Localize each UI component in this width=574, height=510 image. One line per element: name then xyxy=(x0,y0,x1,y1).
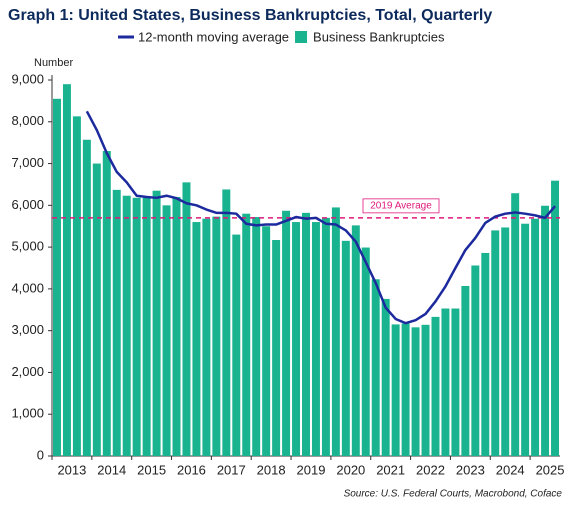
x-tick-label: 2020 xyxy=(336,462,365,477)
bar xyxy=(162,205,171,456)
x-tick-label: 2021 xyxy=(376,462,405,477)
bar xyxy=(142,197,151,456)
bar xyxy=(252,217,261,456)
bar xyxy=(202,218,211,456)
y-tick-label: 1,000 xyxy=(11,406,44,421)
x-tick-label: 2013 xyxy=(57,462,86,477)
bar xyxy=(232,234,241,456)
bar xyxy=(62,84,71,456)
x-tick-label: 2015 xyxy=(137,462,166,477)
bar xyxy=(391,324,400,456)
reference-label: 2019 Average xyxy=(370,201,432,212)
bar xyxy=(511,193,520,456)
bar xyxy=(292,222,301,456)
bar xyxy=(341,240,350,456)
y-tick-label: 3,000 xyxy=(11,322,44,337)
bar xyxy=(272,240,281,456)
bar xyxy=(521,223,530,456)
x-tick-label: 2022 xyxy=(416,462,445,477)
x-tick-label: 2019 xyxy=(297,462,326,477)
y-tick-label: 4,000 xyxy=(11,280,44,295)
legend-swatch xyxy=(295,31,308,43)
x-tick-label: 2016 xyxy=(177,462,206,477)
bar xyxy=(501,227,510,456)
source: Source: U.S. Federal Courts, Macrobond, … xyxy=(344,489,563,500)
bar xyxy=(381,298,390,456)
bar xyxy=(102,151,111,456)
y-tick-label: 2,000 xyxy=(11,364,44,379)
bar xyxy=(411,327,420,456)
y-axis-label: Number xyxy=(34,57,73,69)
bar xyxy=(461,285,470,456)
reference-label-box xyxy=(362,198,440,214)
bar xyxy=(431,316,440,456)
bar xyxy=(172,196,181,456)
bar xyxy=(82,139,91,456)
bar xyxy=(541,205,550,456)
bar xyxy=(531,218,540,456)
bar xyxy=(401,323,410,456)
bar xyxy=(72,116,81,456)
y-tick-label: 9,000 xyxy=(11,71,44,86)
x-tick-label: 2023 xyxy=(456,462,485,477)
y-tick-label: 7,000 xyxy=(11,155,44,170)
bar xyxy=(132,197,141,456)
bar xyxy=(122,195,131,457)
bar xyxy=(182,182,191,456)
x-tick-label: 2024 xyxy=(496,462,525,477)
bar xyxy=(361,247,370,456)
bar xyxy=(311,222,320,456)
bar xyxy=(321,217,330,456)
x-tick-label: 2014 xyxy=(97,462,126,477)
bar xyxy=(491,230,500,456)
bar xyxy=(282,210,291,456)
bar xyxy=(471,265,480,456)
bar xyxy=(112,189,121,456)
bar xyxy=(52,98,61,457)
bar xyxy=(481,252,490,456)
bar xyxy=(371,279,380,456)
bar xyxy=(302,212,310,456)
x-tick-label: 2018 xyxy=(257,462,286,477)
bar xyxy=(92,163,101,457)
bar xyxy=(222,189,231,457)
bar xyxy=(451,308,460,456)
x-tick-label: 2017 xyxy=(217,462,246,477)
y-tick-label: 8,000 xyxy=(11,113,44,128)
y-tick-label: 6,000 xyxy=(11,197,44,212)
bar xyxy=(212,216,221,456)
bar xyxy=(351,225,360,456)
bar xyxy=(242,213,251,456)
bar xyxy=(331,207,340,456)
x-tick-label: 2025 xyxy=(536,462,565,477)
moving-average-line xyxy=(85,110,556,325)
bar xyxy=(192,222,201,456)
bar xyxy=(441,308,450,456)
legend-label: 12-month moving average xyxy=(138,29,289,44)
y-tick-label: 0 xyxy=(37,447,44,462)
bar xyxy=(421,324,430,456)
bar xyxy=(262,226,271,456)
y-tick-label: 5,000 xyxy=(11,239,44,254)
bar xyxy=(551,180,560,456)
legend-label: Business Bankruptcies xyxy=(313,29,445,44)
chart-title: Graph 1: United States, Business Bankrup… xyxy=(8,7,492,24)
bar xyxy=(152,190,161,456)
